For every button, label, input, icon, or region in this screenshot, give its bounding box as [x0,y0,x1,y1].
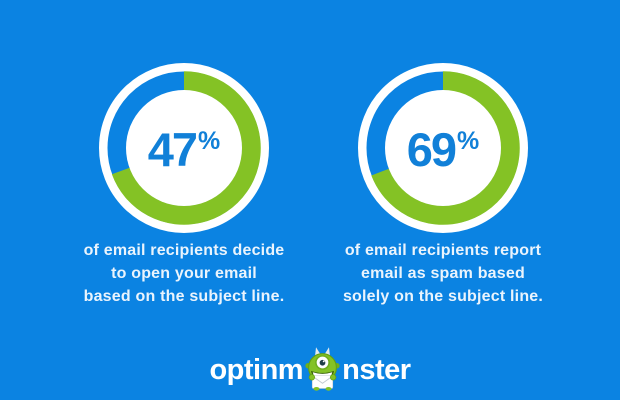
envelope-icon [312,375,334,389]
monster-mascot-icon [305,347,340,391]
caption-line: email as spam based [361,265,525,282]
donut-svg [99,63,269,233]
caption-line: to open your email [111,265,257,282]
donut-outer-ring [99,63,269,233]
donut-progress-arc [111,71,261,225]
percent-sign: % [198,127,221,155]
percent-sign: % [457,127,480,155]
caption-line: solely on the subject line. [342,288,544,305]
mascot-hand-left [308,374,316,381]
mascot-horn-right [324,347,331,356]
mascot-eye-highlight [322,360,325,363]
caption-line: based on the subject line. [83,288,285,305]
donut-chart-email-open: 47 % [98,62,270,234]
donut-svg [358,63,528,233]
percent-label: 69 % [357,126,529,174]
mascot-foot-left [313,387,320,391]
optinmonster-logo: optinm nste [0,346,620,392]
envelope-flap [312,375,333,384]
percent-value: 47 [147,123,198,176]
logo-text-suffix: nster [342,354,411,386]
percent-value: 69 [406,123,457,176]
donut-inner-disc [126,90,242,206]
donut-outer-ring [358,63,528,233]
mascot-horn-left [315,347,321,356]
donut-chart-email-spam: 69 % [357,62,529,234]
mascot-pupil [319,359,326,366]
mascot-foot-right [325,387,332,391]
percent-label: 47 % [98,126,270,174]
donut-inner-disc [385,90,501,206]
chart-caption-email-spam: of email recipients report email as spam… [303,239,583,308]
mascot-hand-right [330,374,337,381]
chart-caption-email-open: of email recipients decide to open your … [44,239,324,308]
caption-line: of email recipients report [344,242,542,259]
caption-line: of email recipients decide [83,242,285,259]
donut-progress-arc [371,71,520,225]
logo-text-prefix: optinm [209,354,304,386]
